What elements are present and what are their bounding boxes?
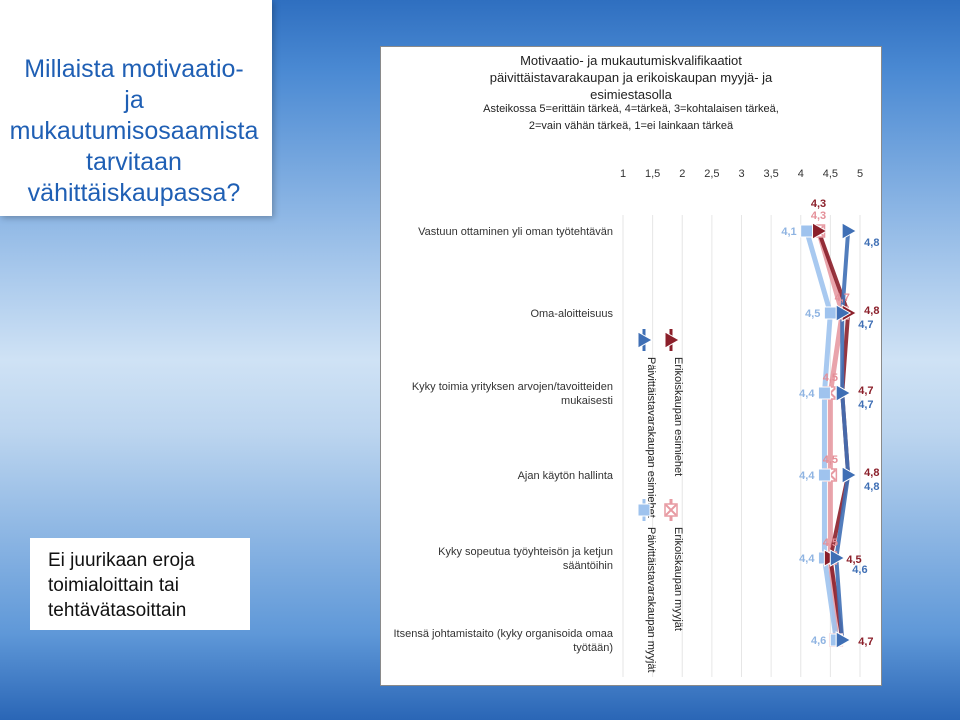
category-label: Kyky toimia yrityksen arvojen/tavoitteid… (412, 381, 613, 393)
chart-panel: Motivaatio- ja mukautumiskvalifikaatiot p… (380, 46, 882, 686)
category-label: Oma-aloitteisuus (530, 308, 613, 320)
data-label: 4,7 (858, 636, 873, 648)
note-line: tehtävätasoittain (48, 600, 187, 621)
data-point (835, 304, 852, 322)
data-label: 4,4 (799, 470, 815, 482)
series-line (834, 230, 851, 641)
category-label: Itsensä johtamistaito (kyky organisoida … (394, 628, 614, 640)
x-tick-label: 3 (738, 168, 744, 180)
legend-label: Päivittäistavarakaupan esimiehet (645, 357, 657, 518)
data-label: 4,3 (811, 210, 826, 222)
chart-title-line: esimiestasolla (590, 87, 672, 102)
category-label: sääntöihin (563, 560, 613, 572)
data-label: 4,8 (864, 305, 879, 317)
series-line (804, 230, 839, 641)
chart-svg: Motivaatio- ja mukautumiskvalifikaatiot p… (394, 53, 879, 677)
data-label: 4,7 (858, 399, 873, 411)
category-label: mukaisesti (561, 395, 613, 407)
data-point (812, 222, 828, 240)
data-point (835, 384, 852, 402)
data-label: 4,7 (835, 292, 850, 304)
data-point (800, 224, 814, 238)
note-panel: Ei juurikaan eroja toimialoittain tai te… (30, 538, 250, 630)
data-label: 4,5 (823, 537, 838, 549)
data-point (817, 468, 831, 482)
note-line: toimialoittain tai (48, 575, 179, 596)
x-tick-label: 2,5 (704, 168, 719, 180)
data-label: 4,4 (799, 553, 815, 565)
legend-label: Erikoiskaupan esimiehet (672, 357, 684, 476)
x-tick-label: 5 (857, 168, 863, 180)
x-tick-label: 1,5 (645, 168, 660, 180)
slide-title-line: vähittäiskaupassa? (27, 179, 241, 207)
category-label: Kyky sopeutua työyhteisön ja ketjun (438, 546, 613, 558)
category-label: Vastuun ottaminen yli oman työtehtävän (418, 226, 613, 238)
x-tick-label: 4,5 (823, 168, 838, 180)
category-label: työtään) (573, 642, 613, 654)
data-label: 4,8 (864, 481, 879, 493)
slide-title-line: ja (124, 86, 144, 114)
legend-label: Erikoiskaupan myyjät (672, 527, 684, 631)
data-point (841, 466, 858, 484)
data-label: 4,8 (864, 237, 879, 249)
legend-swatch-marker (637, 331, 654, 349)
data-label: 4,5 (846, 554, 861, 566)
data-point (835, 631, 852, 649)
data-label: 4,7 (858, 319, 873, 331)
note-text: Ei juurikaan eroja toimialoittain tai te… (48, 548, 248, 623)
legend-swatch-marker (665, 504, 677, 516)
note-line: Ei juurikaan eroja (48, 550, 195, 571)
data-label: 4,6 (811, 635, 826, 647)
chart-subtitle-line: Asteikossa 5=erittäin tärkeä, 4=tärkeä, … (483, 103, 779, 115)
data-label: 4,5 (823, 454, 838, 466)
legend-swatch-marker (637, 503, 651, 517)
category-label: Ajan käytön hallinta (518, 470, 614, 482)
data-label: 4,1 (781, 226, 796, 238)
data-label: 4,4 (799, 388, 815, 400)
x-tick-label: 3,5 (763, 168, 778, 180)
legend-swatch-marker (664, 331, 681, 349)
data-point (823, 306, 837, 320)
data-label: 4,3 (811, 198, 826, 210)
chart-subtitle-line: 2=vain vähän tärkeä, 1=ei lainkaan tärke… (529, 120, 734, 132)
x-tick-label: 4 (798, 168, 804, 180)
title-panel: Millaista motivaatio- ja mukautumisosaam… (0, 0, 272, 216)
legend-label: Päivittäistavarakaupan myyjät (645, 527, 657, 673)
data-label: 4,7 (858, 385, 873, 397)
data-label: 4,5 (823, 372, 838, 384)
data-label: 4,8 (864, 467, 879, 479)
chart-title-line: Motivaatio- ja mukautumiskvalifikaatiot (520, 53, 742, 68)
data-point (817, 386, 831, 400)
data-label: 4,5 (805, 308, 820, 320)
slide-title: Millaista motivaatio- ja mukautumisosaam… (6, 54, 262, 209)
data-point (841, 222, 858, 240)
slide-title-line: Millaista motivaatio- (24, 55, 244, 83)
data-label: 4,6 (852, 564, 867, 576)
x-tick-label: 2 (679, 168, 685, 180)
slide-title-line: mukautumisosaamista (9, 117, 259, 145)
slide-title-line: tarvitaan (86, 148, 182, 176)
x-tick-label: 1 (620, 168, 626, 180)
data-point (829, 549, 846, 567)
chart-title-line: päivittäistavarakaupan ja erikoiskaupan … (490, 70, 773, 85)
